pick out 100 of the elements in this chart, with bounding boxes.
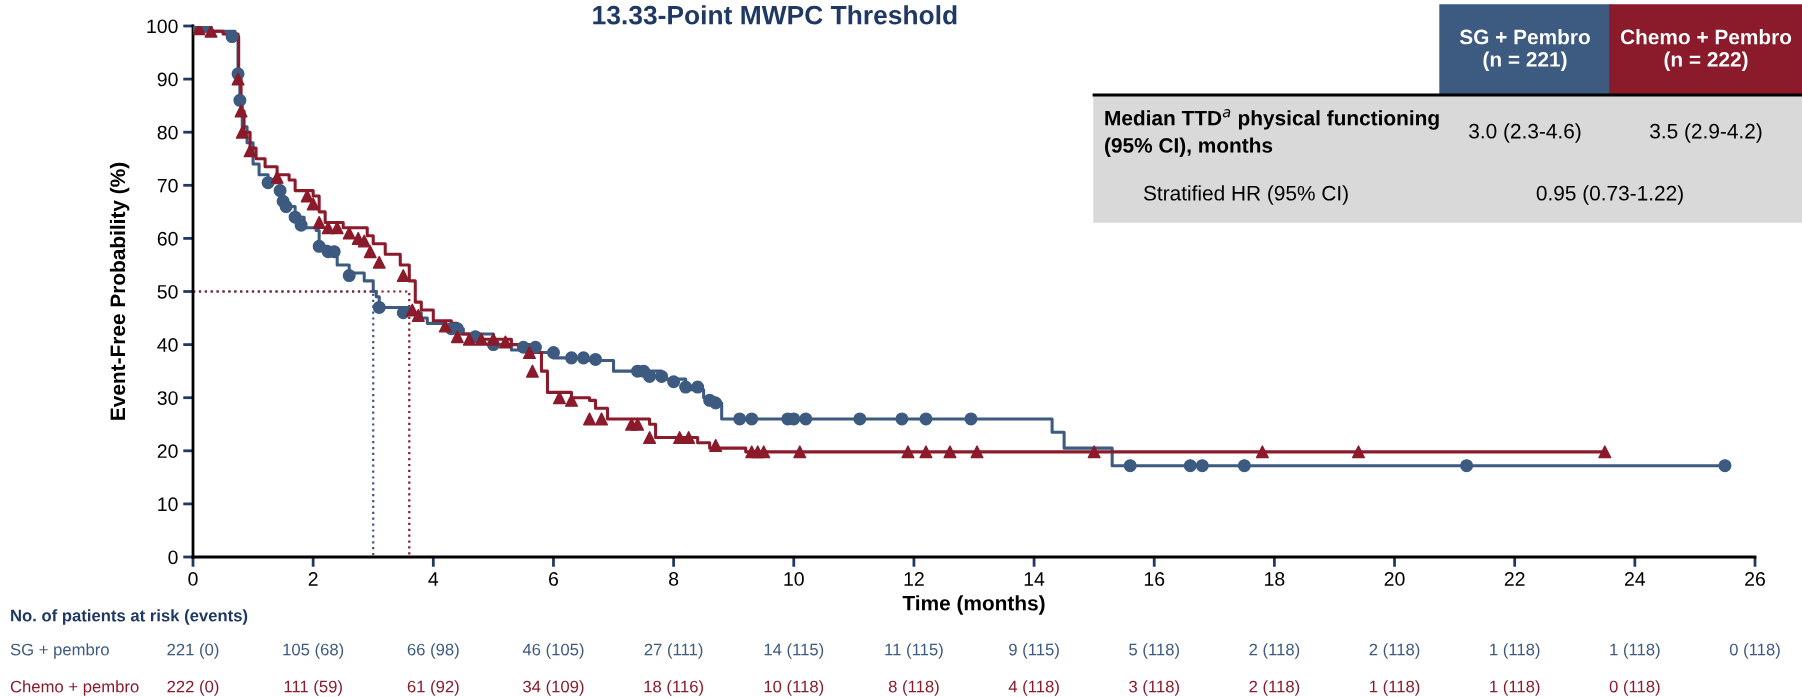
annotation: 0.95 (0.73-1.22)	[1536, 185, 1683, 205]
point	[235, 125, 249, 139]
point	[589, 352, 603, 366]
point	[576, 351, 591, 365]
y-tick-label: 60	[157, 231, 178, 246]
x-tick-label: 26	[1745, 572, 1765, 586]
point	[312, 239, 326, 253]
point	[498, 335, 512, 349]
point	[474, 332, 488, 346]
annotation: SG + Pembro (n = 221)	[1459, 29, 1590, 71]
text: 4 (118)	[1008, 680, 1059, 696]
text: 34 (109)	[523, 680, 584, 696]
text: 3 (118)	[1129, 680, 1179, 696]
point	[546, 346, 560, 360]
text: 8 (118)	[888, 680, 939, 696]
y-tick-label: 0	[168, 550, 178, 565]
y-tick-label: 10	[158, 497, 178, 512]
point	[372, 255, 386, 269]
text: 222 (0)	[167, 680, 219, 696]
text: 2 (118)	[1249, 680, 1300, 696]
point	[522, 346, 536, 360]
x-tick-label: 6	[549, 572, 559, 586]
point	[793, 445, 807, 459]
text: 105 (68)	[283, 643, 344, 659]
point	[486, 332, 500, 346]
point	[233, 93, 247, 107]
point	[225, 30, 239, 44]
x-tick-label: 24	[1625, 572, 1646, 586]
x-tick-label: 18	[1265, 572, 1285, 586]
point	[682, 431, 696, 445]
point	[1237, 459, 1251, 473]
y-tick-label: 70	[157, 178, 178, 193]
text: 18 (116)	[644, 680, 704, 696]
x-tick-label: 14	[1024, 572, 1045, 586]
point	[279, 200, 293, 214]
point	[595, 412, 609, 426]
text: 66 (98)	[407, 643, 459, 659]
text: 27 (111)	[644, 643, 703, 659]
point	[363, 245, 377, 259]
annotation: Median TTD$^{a}$ physical functioning (95% CI), months	[1105, 109, 1439, 157]
point	[799, 412, 813, 426]
x-tick-label: 2	[308, 572, 318, 586]
point	[1255, 445, 1269, 459]
point	[273, 184, 287, 198]
point	[709, 396, 723, 410]
y-tick-label: 50	[157, 284, 178, 299]
text: 221 (0)	[167, 643, 219, 659]
point	[853, 412, 867, 426]
y-tick-label: 80	[157, 125, 178, 140]
point	[895, 412, 909, 426]
point	[342, 269, 356, 283]
point	[312, 215, 326, 229]
text: 46 (105)	[522, 643, 584, 659]
point	[294, 218, 308, 232]
point	[919, 445, 933, 459]
point	[901, 445, 915, 459]
point	[1195, 459, 1209, 473]
y-tick-label: 100	[147, 19, 178, 34]
point	[450, 330, 464, 344]
text: 1 (118)	[1370, 680, 1420, 696]
x-tick-label: 22	[1504, 572, 1525, 586]
text: 11 (115)	[885, 643, 943, 659]
x-tick-label: 16	[1144, 572, 1165, 586]
point	[631, 417, 645, 431]
y-tick-label: 20	[157, 444, 178, 459]
point	[733, 412, 747, 426]
point	[1087, 445, 1101, 459]
point	[204, 26, 218, 38]
point	[234, 104, 248, 118]
point	[655, 369, 669, 383]
x-tick-label: 0	[188, 572, 198, 586]
y-tick-label: 30	[157, 391, 178, 405]
x-tick-label: 12	[904, 572, 924, 586]
point	[396, 269, 410, 283]
text: 0 (118)	[1609, 680, 1660, 696]
text: 10 (118)	[764, 680, 824, 696]
y-axis-title: Event-Free Probability (%)	[109, 162, 130, 420]
point	[342, 226, 356, 240]
point	[679, 380, 693, 394]
x-tick-label: 20	[1384, 572, 1405, 586]
annotation: Chemo + Pembro (n = 222)	[1620, 29, 1792, 71]
text: 61 (92)	[407, 680, 459, 696]
text: 1 (118)	[1490, 680, 1540, 696]
text: 14 (115)	[764, 643, 824, 659]
point	[757, 445, 771, 459]
text: SG + pembro	[10, 643, 109, 659]
x-tick-label: 4	[428, 572, 439, 586]
chart-title: 13.33-Point MWPC Threshold	[593, 5, 957, 25]
point	[943, 445, 957, 459]
text: 2 (118)	[1249, 643, 1300, 659]
point	[919, 412, 933, 426]
x-tick-label: 10	[784, 572, 804, 586]
point	[1351, 445, 1365, 459]
point	[1183, 459, 1197, 473]
point	[357, 234, 371, 248]
point	[243, 144, 257, 158]
text: Chemo + pembro	[10, 680, 139, 696]
annotation: 3.5 (2.9-4.2)	[1650, 123, 1762, 143]
text: 1 (118)	[1610, 643, 1660, 659]
point	[270, 170, 284, 184]
